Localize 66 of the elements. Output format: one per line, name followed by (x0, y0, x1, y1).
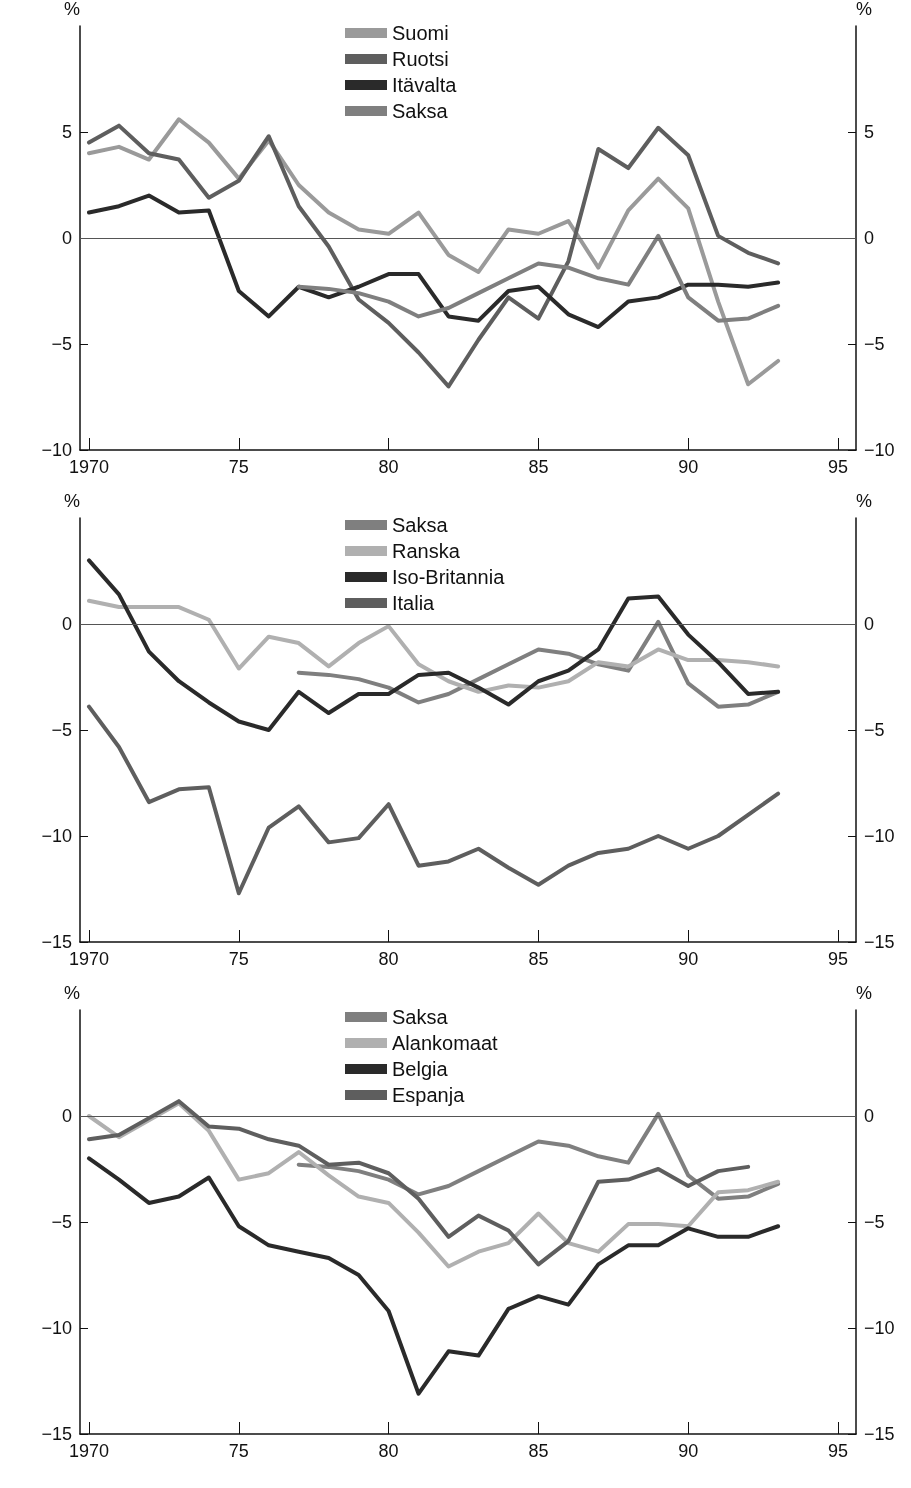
y2-tick-label: 5 (864, 122, 875, 142)
legend-label: Suomi (392, 22, 449, 44)
y-tick-label: 0 (61, 614, 72, 634)
legend-label: Saksa (392, 514, 449, 536)
y-tick-label: −10 (41, 1318, 72, 1338)
y2-tick-label: −10 (864, 826, 895, 846)
x-tick-label: 95 (828, 1441, 849, 1461)
x-tick-label: 95 (828, 949, 849, 969)
y-tick-label: −15 (41, 932, 72, 952)
y2-tick-label: −5 (864, 1212, 885, 1232)
legend-label: Ruotsi (392, 48, 449, 70)
legend-label: Espanja (392, 1084, 466, 1106)
line-series (296, 1111, 781, 1201)
x-tick-label: 90 (678, 949, 699, 969)
legend-label: Saksa (392, 1006, 449, 1028)
y-tick-label: −5 (51, 720, 72, 740)
legend-label: Saksa (392, 100, 449, 122)
y2-tick-label: 0 (864, 1106, 875, 1126)
x-tick-label: 1970 (68, 457, 110, 477)
y2-tick-label: −5 (864, 334, 885, 354)
y-tick-label: −15 (41, 1424, 72, 1444)
y-tick-label: 0 (61, 1106, 72, 1126)
x-tick-label: 1970 (68, 1441, 110, 1461)
x-tick-label: 90 (678, 457, 699, 477)
y2-tick-label: −15 (864, 1424, 895, 1444)
y2-tick-label: −10 (864, 1318, 895, 1338)
x-tick-label: 90 (678, 1441, 699, 1461)
legend-label: Alankomaat (392, 1032, 499, 1054)
y2-tick-label: −15 (864, 932, 895, 952)
y-axis-title: % (63, 491, 80, 511)
y-tick-label: −10 (41, 440, 72, 460)
x-tick-label: 80 (378, 1441, 399, 1461)
line-series (86, 558, 781, 732)
y2-axis-title: % (856, 983, 873, 1003)
x-tick-label: 75 (228, 949, 249, 969)
y-tick-label: 0 (61, 228, 72, 248)
legend-label: Iso-Britannia (392, 566, 506, 588)
y-axis-title: % (63, 0, 80, 19)
x-tick-label: 85 (528, 1441, 549, 1461)
legend-label: Ranska (392, 540, 461, 562)
y-tick-label: −10 (41, 826, 72, 846)
y2-axis-title: % (856, 491, 873, 511)
legend-label: Belgia (392, 1058, 449, 1080)
y-axis-title: % (63, 983, 80, 1003)
x-tick-label: 85 (528, 949, 549, 969)
x-tick-label: 85 (528, 457, 549, 477)
x-tick-label: 1970 (68, 949, 110, 969)
line-series (86, 704, 781, 896)
y2-axis-title: % (856, 0, 873, 19)
x-tick-label: 80 (378, 457, 399, 477)
line-series (296, 233, 781, 323)
x-tick-label: 75 (228, 1441, 249, 1461)
y-tick-label: −5 (51, 334, 72, 354)
x-tick-label: 80 (378, 949, 399, 969)
y2-tick-label: 0 (864, 614, 875, 634)
y2-tick-label: −5 (864, 720, 885, 740)
y2-tick-label: −10 (864, 440, 895, 460)
legend-label: Itävalta (392, 74, 458, 96)
y-tick-label: 5 (61, 122, 72, 142)
x-tick-label: 95 (828, 457, 849, 477)
line-series (86, 1156, 781, 1396)
x-tick-label: 75 (228, 457, 249, 477)
y-tick-label: −5 (51, 1212, 72, 1232)
legend-label: Italia (392, 592, 436, 614)
line-series (86, 193, 781, 330)
y2-tick-label: 0 (864, 228, 875, 248)
